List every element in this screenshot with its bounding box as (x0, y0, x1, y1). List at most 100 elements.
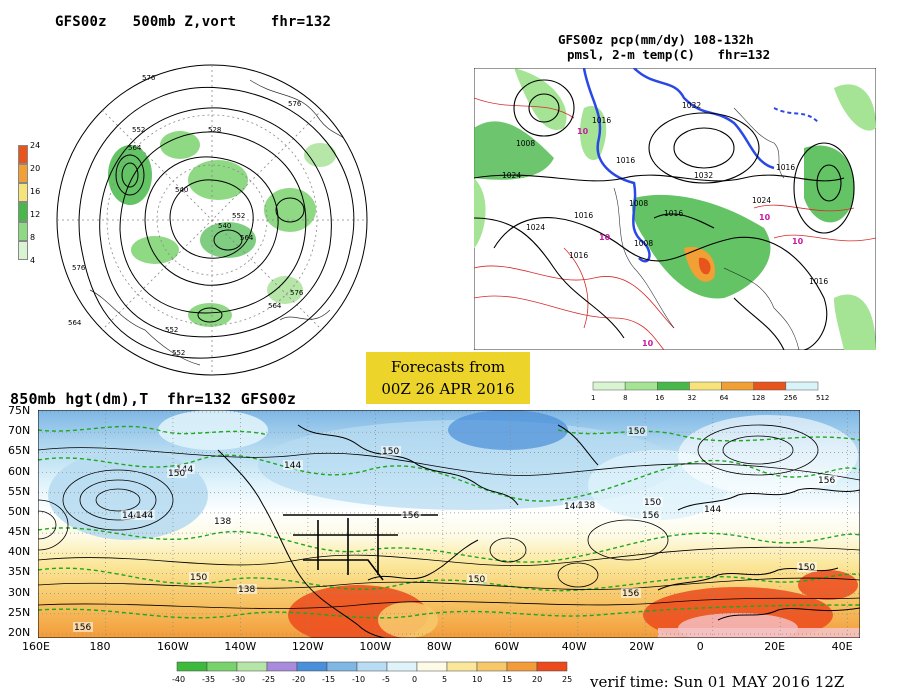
main-height-label: 144 (284, 461, 301, 471)
polar-contour-label: 552 (232, 212, 245, 220)
main-height-label: 156 (818, 476, 835, 486)
polar-colorbar-swatch (18, 202, 28, 222)
main-height-label: 150 (190, 573, 207, 583)
polar-contour-label: 540 (175, 186, 188, 194)
main-height-label: 138 (578, 501, 595, 511)
na-map: 1008 1016 1024 1032 1016 1024 1008 1016 1016 1016… (474, 68, 876, 350)
lon-label: 160W (156, 640, 189, 653)
na-isobar-label: 1016 (569, 251, 588, 260)
lon-label: 180 (89, 640, 111, 653)
na-isobar-label: 1016 (664, 209, 683, 218)
lon-label: 60W (494, 640, 520, 653)
na-colorbar-swatch (592, 381, 626, 391)
polar-contour-label: 564 (128, 144, 142, 152)
na-isobar-label: 1016 (809, 277, 828, 286)
lat-label: 30N (8, 585, 31, 599)
lat-label: 70N (8, 424, 31, 438)
main-colorbar-swatch (476, 661, 508, 672)
cold-pool (258, 420, 678, 510)
main-height-label: 150 (644, 498, 661, 508)
na-isobar-label: 1024 (502, 171, 521, 180)
precip-area (804, 145, 855, 223)
lon-label: 20W (629, 640, 655, 653)
polar-colorbar-swatch (18, 221, 28, 241)
cold-pool (158, 410, 268, 450)
main-height-label: 156 (622, 589, 639, 599)
na-isobar-label: 1008 (634, 239, 653, 248)
na-colorbar-swatch (657, 381, 690, 391)
main-colorbar-tick: -40 (172, 675, 185, 684)
lon-label: 20E (764, 640, 786, 653)
lat-label: 60N (8, 464, 31, 478)
na-isobar-label: 1032 (694, 171, 713, 180)
main-colorbar-tick: 25 (562, 675, 572, 684)
main-colorbar-tick: -15 (322, 675, 335, 684)
polar-contour-label: 564 (240, 234, 254, 242)
polar-contour-label: 540 (218, 222, 231, 230)
main-colorbar-swatch (296, 661, 328, 672)
main-colorbar-tick: -35 (202, 675, 215, 684)
main-height-label: 156 (642, 511, 659, 521)
precip-area (514, 68, 567, 130)
main-height-label: 150 (798, 563, 815, 573)
precip-area (698, 257, 711, 275)
main-height-label: 156 (74, 623, 91, 633)
na-colorbar-swatch (785, 381, 819, 391)
vort-blob (267, 276, 303, 304)
polar-contour-label: 576 (288, 100, 302, 108)
na-colorbar-tick: 16 (655, 394, 664, 402)
warm-area (378, 602, 438, 638)
verif-time-label: verif time: Sun 01 MAY 2016 12Z (590, 673, 845, 691)
main-colorbar-tick: -10 (352, 675, 365, 684)
lon-label: 160E (22, 640, 50, 653)
precip-area (632, 194, 771, 299)
main-colorbar-tick: 15 (502, 675, 512, 684)
main-map: 1441441381501441501561501381441561561501… (38, 410, 860, 638)
lat-label: 45N (8, 525, 31, 539)
main-height-label: 150 (468, 575, 485, 585)
main-colorbar-swatch (356, 661, 388, 672)
na-isobar-label: 1016 (616, 156, 635, 165)
vort-blob (160, 131, 200, 159)
lon-label: 80W (426, 640, 452, 653)
warm-core (798, 570, 858, 600)
polar-height-contours (78, 86, 355, 359)
vort-blob (108, 145, 152, 205)
na-isobar-label: 1024 (752, 196, 771, 205)
na-coastlines (613, 107, 800, 350)
na-panel-title-line2: pmsl, 2-m temp(C) fhr=132 (567, 47, 771, 62)
polar-contour-label: 564 (268, 302, 282, 310)
main-colorbar-swatch (386, 661, 418, 672)
vort-blob (188, 303, 232, 327)
na-isobar-label: 1008 (516, 139, 535, 148)
na-colorbar-tick: 64 (720, 394, 729, 402)
lat-label: 55N (8, 484, 31, 498)
main-height-labels: 1441441381501441501561501381441561561501… (73, 426, 837, 633)
na-colorbar-tick: 8 (623, 394, 627, 402)
main-height-label: 138 (238, 585, 255, 595)
na-isobar-label: 1016 (776, 163, 795, 172)
vort-blob (131, 236, 179, 264)
main-colorbar-tick: -25 (262, 675, 275, 684)
lon-label: 100W (359, 640, 392, 653)
height-contours (38, 424, 860, 609)
main-colorbar-swatch (206, 661, 238, 672)
polar-colorbar-tick: 8 (30, 233, 36, 242)
lon-label: 40E (831, 640, 853, 653)
polar-colorbar-tick: 16 (30, 187, 41, 196)
na-isobar-labels: 1008 1016 1024 1032 1016 1024 1008 1016 1016 1016… (502, 101, 828, 286)
na-isobar-label: 1016 (574, 211, 593, 220)
main-colorbar-tick: 20 (532, 675, 542, 684)
polar-contour-labels: 5765765525645285405405525645765765645525… (68, 74, 304, 357)
main-height-label: 144 (704, 505, 721, 515)
lon-label: 0 (696, 640, 704, 653)
main-colorbar-swatch (446, 661, 478, 672)
main-height-label: 138 (214, 517, 231, 527)
polar-contour-label: 564 (68, 319, 82, 327)
precip-area (834, 294, 876, 350)
polar-colorbar-tick: 12 (30, 210, 41, 219)
polar-panel-title: GFS00z 500mb Z,vort fhr=132 (55, 14, 332, 30)
main-colorbar-swatch (416, 661, 448, 672)
main-colorbar-swatch (236, 661, 268, 672)
na-temp-labels: 10 10 10 10 10 (577, 127, 804, 348)
